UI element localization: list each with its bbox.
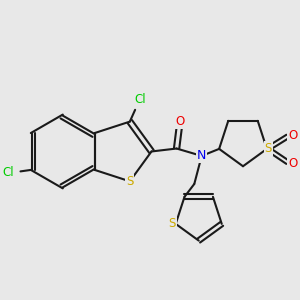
Text: Cl: Cl	[134, 93, 146, 106]
Text: O: O	[288, 129, 298, 142]
Text: S: S	[169, 218, 176, 230]
Text: S: S	[126, 175, 134, 188]
Text: O: O	[288, 157, 298, 169]
Text: O: O	[175, 115, 184, 128]
Text: Cl: Cl	[3, 167, 14, 179]
Text: N: N	[197, 149, 206, 162]
Text: S: S	[265, 142, 272, 155]
